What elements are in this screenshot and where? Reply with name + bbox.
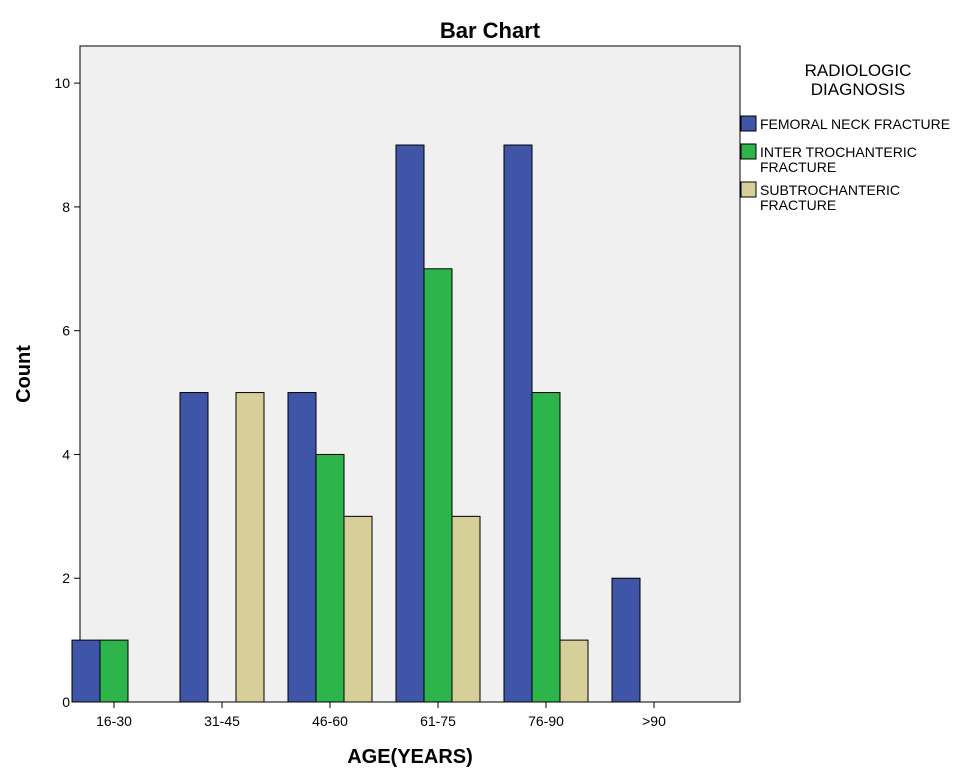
x-tick-label: 31-45 [204, 713, 240, 729]
x-tick-label: 61-75 [420, 713, 456, 729]
bar [451, 515, 481, 703]
bars-group [71, 144, 641, 703]
y-tick-label: 6 [62, 323, 70, 339]
bar [99, 639, 129, 703]
bar [235, 392, 265, 703]
x-axis-label: AGE(YEARS) [347, 746, 473, 768]
x-axis: 16-30 31-45 46-60 61-75 76-90 >90 [96, 702, 666, 729]
legend-label: FRACTURE [760, 197, 836, 213]
legend-swatch [740, 115, 757, 132]
bar [71, 639, 101, 703]
bar [343, 515, 373, 703]
legend-label: FRACTURE [760, 159, 836, 175]
bar [423, 268, 453, 703]
x-tick-label: 16-30 [96, 713, 132, 729]
bar [531, 392, 561, 703]
bar [395, 144, 425, 703]
y-tick-label: 10 [54, 75, 70, 91]
y-axis-label: Count [13, 345, 35, 403]
legend-swatch [740, 181, 757, 198]
y-tick-label: 2 [62, 570, 70, 586]
legend-title: DIAGNOSIS [811, 80, 905, 99]
x-tick-label: 46-60 [312, 713, 348, 729]
bar [503, 144, 533, 703]
legend-title: RADIOLOGIC [805, 61, 912, 80]
legend-label: FEMORAL NECK FRACTURE [760, 116, 950, 132]
y-tick-label: 0 [62, 694, 70, 710]
chart-title: Bar Chart [440, 18, 541, 43]
bar [179, 392, 209, 703]
legend-label: INTER TROCHANTERIC [760, 144, 917, 160]
y-tick-label: 4 [62, 446, 70, 462]
legend-label: SUBTROCHANTERIC [760, 182, 900, 198]
y-axis: 0 2 4 6 8 10 [54, 75, 80, 710]
y-tick-label: 8 [62, 199, 70, 215]
bar [611, 577, 641, 703]
bar [315, 453, 345, 703]
x-tick-label: >90 [642, 713, 666, 729]
x-tick-label: 76-90 [528, 713, 564, 729]
bar [287, 392, 317, 703]
bar [559, 639, 589, 703]
legend-swatch [740, 143, 757, 160]
